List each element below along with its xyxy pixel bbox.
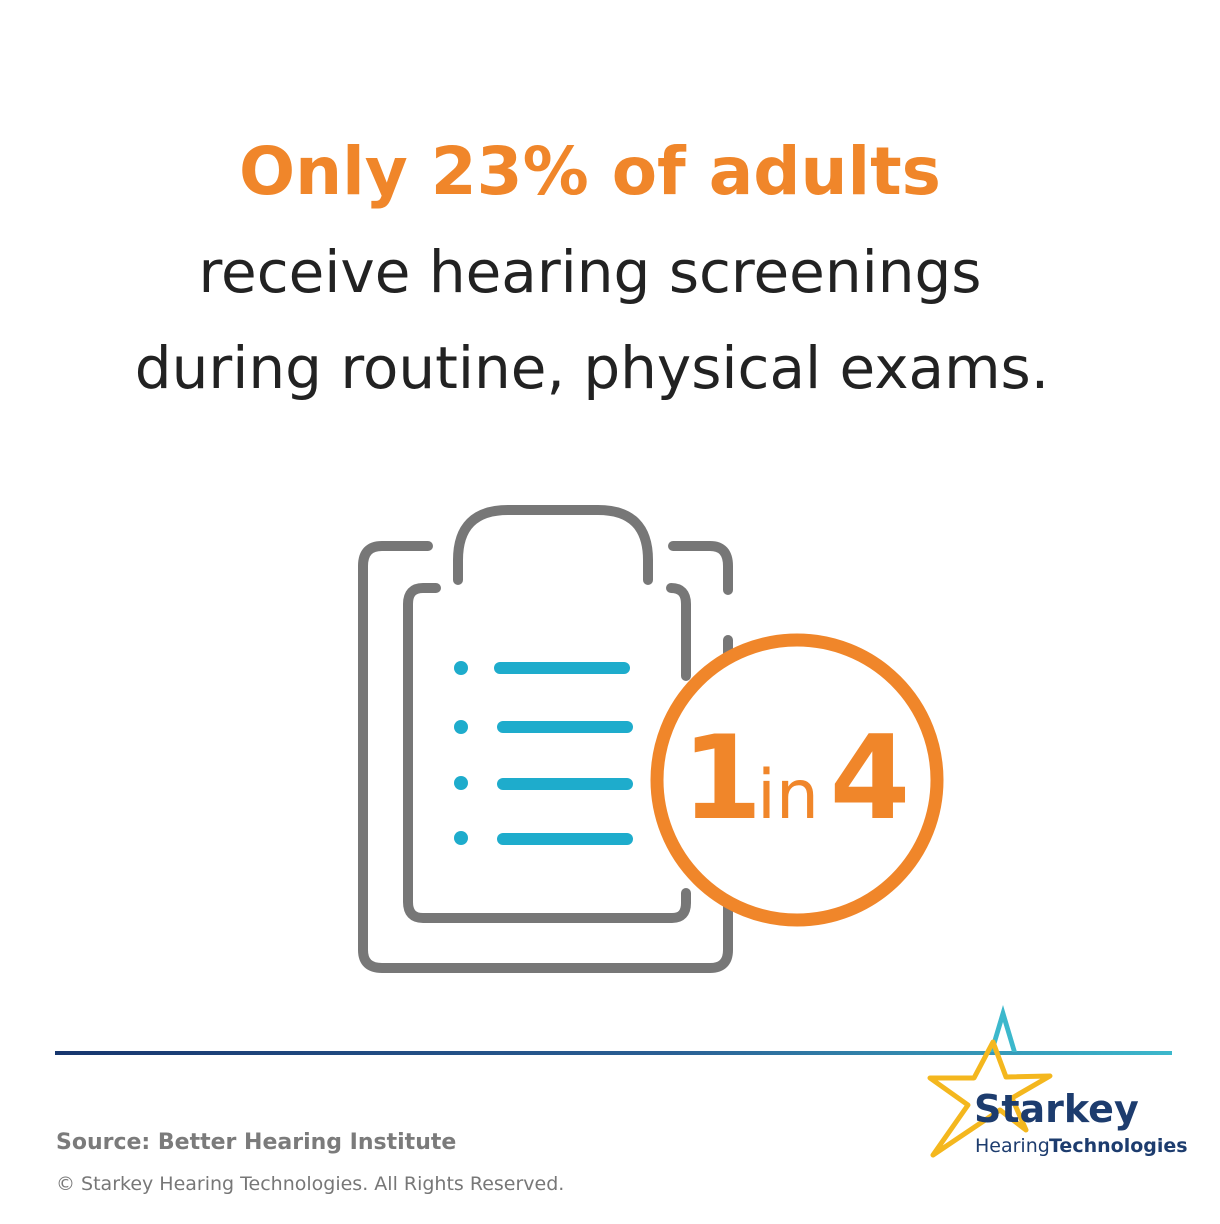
clipboard-icon <box>358 505 733 973</box>
badge-number: 1 <box>682 711 763 846</box>
logo-star <box>927 1005 1053 1158</box>
headline-highlight: Only 23% of adults <box>239 133 941 210</box>
badge-total: 4 <box>830 711 911 846</box>
divider <box>55 1051 1172 1055</box>
logo-sub: Technologies <box>1049 1135 1188 1157</box>
checklist-icon <box>494 662 633 845</box>
badge-word: in <box>757 756 819 835</box>
source: Source: Better Hearing Institute <box>56 1130 456 1155</box>
headline-line: receive hearing screenings <box>198 238 981 306</box>
checklist-dots <box>454 661 468 845</box>
logo-brand: Starkey <box>974 1087 1139 1131</box>
headline-line: during routine, physical exams. <box>135 334 1049 402</box>
badge-circle <box>650 633 944 927</box>
logo-sub: Hearing <box>975 1135 1050 1157</box>
copyright: © Starkey Hearing Technologies. All Righ… <box>56 1173 564 1195</box>
